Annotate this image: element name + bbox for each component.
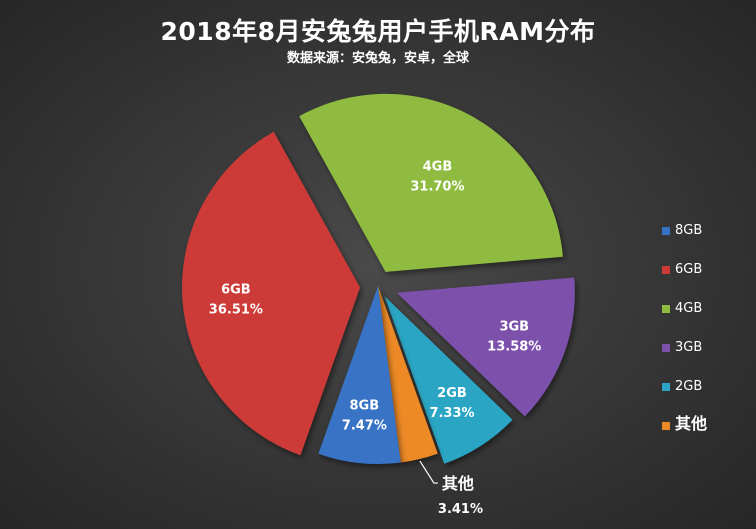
slice-value-6gb: 36.51% xyxy=(209,303,263,318)
callout-leader-line xyxy=(419,460,438,484)
legend-swatch xyxy=(662,344,670,352)
pie-slice-4gb xyxy=(299,93,563,272)
legend-swatch xyxy=(662,305,670,313)
chart-subtitle: 数据来源：安兔兔，安卓，全球 xyxy=(286,51,469,66)
slice-label-other: 其他 xyxy=(442,474,474,493)
chart-title: 2018年8月安兔兔用户手机RAM分布 xyxy=(160,17,596,46)
slice-value-4gb: 31.70% xyxy=(410,179,464,194)
legend-swatch xyxy=(662,383,670,391)
legend-label: 4GB xyxy=(675,301,703,316)
legend-label: 3GB xyxy=(675,340,703,355)
pie-slice-2gb xyxy=(384,296,513,464)
legend-label: 6GB xyxy=(675,262,703,277)
legend-swatch xyxy=(662,227,670,235)
legend-label: 8GB xyxy=(675,223,703,238)
slice-label-6gb: 6GB xyxy=(221,283,251,298)
slice-label-2gb: 2GB xyxy=(437,386,467,401)
slice-label-8gb: 8GB xyxy=(350,398,380,413)
legend-swatch xyxy=(662,266,670,274)
pie-slice-8gb xyxy=(318,286,401,464)
legend-swatch xyxy=(662,422,670,430)
pie-slice-3gb xyxy=(396,277,575,417)
slice-value-2gb: 7.33% xyxy=(429,406,474,421)
legend-label: 其他 xyxy=(675,414,708,433)
slice-label-4gb: 4GB xyxy=(423,159,453,174)
legend-label: 2GB xyxy=(675,379,703,394)
slice-label-3gb: 3GB xyxy=(499,319,529,334)
pie-slice-6gb xyxy=(182,131,361,456)
slice-value-3gb: 13.58% xyxy=(487,339,541,354)
pie-slice-other xyxy=(378,286,438,463)
slice-value-other: 3.41% xyxy=(438,502,483,517)
slice-value-8gb: 7.47% xyxy=(342,418,387,433)
